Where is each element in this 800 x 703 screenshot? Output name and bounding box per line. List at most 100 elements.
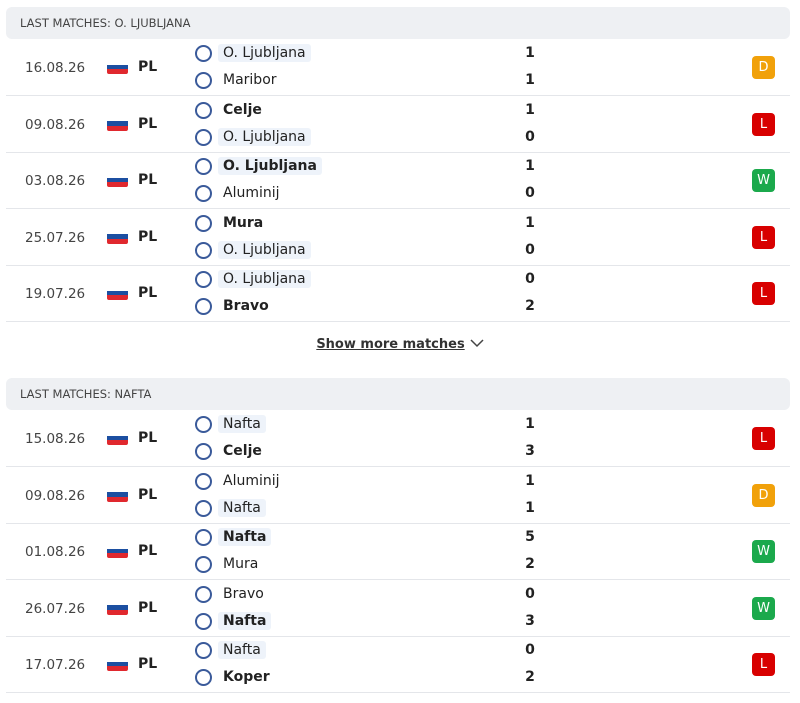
match-date: 09.08.26 <box>25 116 86 133</box>
team-name: Nafta <box>218 498 266 517</box>
country-flag <box>107 431 128 445</box>
team-name: Nafta <box>218 415 266 433</box>
result-badge: D <box>752 56 775 79</box>
country-flag <box>107 116 128 131</box>
score: 1 <box>525 499 535 516</box>
team-logo <box>195 128 212 146</box>
team-name: Nafta <box>218 528 272 546</box>
flag-stripe <box>107 661 128 667</box>
result-badge: L <box>752 427 775 450</box>
team-logo <box>195 416 212 433</box>
score: 0 <box>525 241 535 258</box>
league: PL <box>138 172 158 188</box>
score: 0 <box>525 185 535 201</box>
flag-stripe <box>107 290 128 296</box>
match-row[interactable]: 19.07.26 PL O. Ljubljana 0 Bravo 2 L <box>6 266 790 322</box>
team-name: Bravo <box>223 585 264 602</box>
team-name: Koper <box>223 669 270 685</box>
team-name: Celje <box>223 101 262 118</box>
flag-stripe <box>107 234 128 239</box>
score: 1 <box>525 472 535 489</box>
score: 0 <box>525 585 535 602</box>
flag-stripe <box>107 492 128 497</box>
match-row[interactable]: 01.08.26 PL Nafta 5 Mura 2 W <box>6 524 790 580</box>
country-flag <box>107 286 128 300</box>
score: 2 <box>525 669 535 685</box>
score: 0 <box>525 642 535 658</box>
team-name: O. Ljubljana <box>218 127 311 146</box>
flag-stripe <box>107 69 128 74</box>
result-badge: W <box>752 169 775 192</box>
team-logo <box>195 499 212 517</box>
match-date: 09.08.26 <box>25 487 86 504</box>
team-name: O. Ljubljana <box>218 44 311 62</box>
flag-stripe <box>107 553 128 558</box>
country-flag <box>107 544 128 558</box>
match-date: 26.07.26 <box>25 600 86 617</box>
flag-stripe <box>107 182 128 187</box>
team-logo <box>195 45 212 62</box>
team-name: Mura <box>223 214 264 231</box>
flag-stripe <box>107 121 128 126</box>
score: 1 <box>525 158 535 174</box>
flag-stripe <box>107 600 128 606</box>
score: 3 <box>525 443 535 459</box>
flag-stripe <box>107 286 128 291</box>
team-logo <box>195 271 212 288</box>
team-logo <box>195 185 212 202</box>
flag-stripe <box>107 177 128 183</box>
team-name: Bravo <box>223 298 269 314</box>
team-name: O. Ljubljana <box>218 240 311 259</box>
country-flag <box>107 600 128 615</box>
team-name: Nafta <box>218 611 272 630</box>
league: PL <box>138 430 158 446</box>
flag-stripe <box>107 609 128 615</box>
score: 5 <box>525 529 535 545</box>
match-row[interactable]: 03.08.26 PL O. Ljubljana 1 Aluminij 0 W <box>6 153 790 209</box>
team-name: Mura <box>223 556 259 572</box>
league: PL <box>138 59 158 75</box>
chevron-icon <box>470 338 484 347</box>
result-badge: D <box>752 483 775 507</box>
match-date: 16.08.26 <box>25 60 86 76</box>
match-row[interactable]: 25.07.26 PL Mura 1 O. Ljubljana 0 L <box>6 210 790 266</box>
flag-stripe <box>107 125 128 131</box>
league: PL <box>138 656 158 672</box>
flag-stripe <box>107 657 128 662</box>
score: 3 <box>525 612 535 629</box>
team-logo <box>195 443 212 460</box>
match-row[interactable]: 17.07.26 PL Nafta 0 Koper 2 L <box>6 637 790 693</box>
flag-stripe <box>107 548 128 554</box>
team-name: Aluminij <box>223 472 280 489</box>
match-date: 03.08.26 <box>25 173 86 189</box>
team-logo <box>195 529 212 546</box>
team-name: Maribor <box>223 72 277 88</box>
team-logo <box>195 472 212 490</box>
league: PL <box>138 228 158 245</box>
match-date: 01.08.26 <box>25 544 86 560</box>
match-row[interactable]: 09.08.26 PL Aluminij 1 Nafta 1 D <box>6 468 790 524</box>
result-badge: L <box>752 112 775 136</box>
section-header: LAST MATCHES: O. LJUBLJANA <box>6 7 790 39</box>
team-logo <box>195 612 212 630</box>
country-flag <box>107 487 128 502</box>
team-logo <box>195 669 212 686</box>
match-row[interactable]: 15.08.26 PL Nafta 1 Celje 3 L <box>6 411 790 467</box>
score: 1 <box>525 101 535 118</box>
match-row[interactable]: 09.08.26 PL Celje 1 O. Ljubljana 0 L <box>6 97 790 153</box>
team-logo <box>195 642 212 659</box>
show-more-text[interactable]: Show more matches <box>316 336 465 352</box>
team-logo <box>195 556 212 573</box>
league: PL <box>138 285 158 301</box>
country-flag <box>107 60 128 74</box>
score: 2 <box>525 556 535 572</box>
flag-stripe <box>107 238 128 244</box>
league: PL <box>138 543 158 559</box>
show-more-link[interactable]: Show more matches <box>0 337 800 352</box>
league: PL <box>138 599 158 616</box>
match-row[interactable]: 26.07.26 PL Bravo 0 Nafta 3 W <box>6 581 790 637</box>
country-flag <box>107 657 128 671</box>
flag-stripe <box>107 544 128 549</box>
match-row[interactable]: 16.08.26 PL O. Ljubljana 1 Maribor 1 D <box>6 40 790 96</box>
